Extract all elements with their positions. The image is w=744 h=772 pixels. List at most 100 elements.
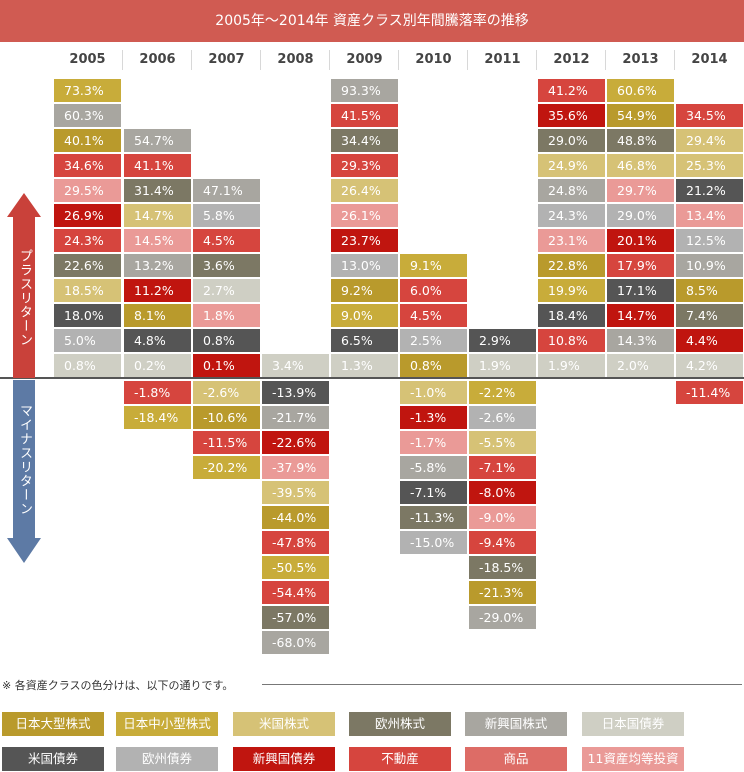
return-cell: 3.6%	[193, 254, 260, 277]
return-cell: 54.9%	[607, 104, 674, 127]
return-cell: 11.2%	[124, 279, 191, 302]
year-separator	[467, 50, 468, 70]
return-cell: 10.8%	[538, 329, 605, 352]
return-cell: 4.2%	[676, 354, 743, 377]
return-cell: 12.5%	[676, 229, 743, 252]
return-cell: 34.5%	[676, 104, 743, 127]
year-separator	[122, 50, 123, 70]
plus-return-label: プラスリターン	[17, 249, 32, 347]
legend-item: 不動産	[349, 747, 451, 771]
legend-item: 日本大型株式	[2, 712, 104, 736]
return-cell: 4.4%	[676, 329, 743, 352]
year-header: 2010	[415, 52, 452, 67]
return-cell: 24.3%	[538, 204, 605, 227]
return-cell: 17.9%	[607, 254, 674, 277]
year-separator	[605, 50, 606, 70]
return-cell: 60.3%	[54, 104, 121, 127]
return-cell: 10.9%	[676, 254, 743, 277]
year-separator	[191, 50, 192, 70]
return-cell: -10.6%	[193, 406, 260, 429]
return-cell: 5.8%	[193, 204, 260, 227]
return-cell: -2.2%	[469, 381, 536, 404]
return-cell: 5.0%	[54, 329, 121, 352]
return-cell: 54.7%	[124, 129, 191, 152]
return-cell: 29.5%	[54, 179, 121, 202]
legend-item: 米国株式	[233, 712, 335, 736]
return-cell: 1.3%	[331, 354, 398, 377]
legend-item: 欧州株式	[349, 712, 451, 736]
return-cell: 9.0%	[331, 304, 398, 327]
return-cell: -2.6%	[469, 406, 536, 429]
return-cell: 18.4%	[538, 304, 605, 327]
year-header: 2006	[139, 52, 176, 67]
return-cell: 47.1%	[193, 179, 260, 202]
chart-title: 2005年〜2014年 資産クラス別年間騰落率の推移	[215, 13, 529, 29]
return-cell: 6.5%	[331, 329, 398, 352]
return-cell: 48.8%	[607, 129, 674, 152]
return-cell: 9.1%	[400, 254, 467, 277]
return-cell: 29.0%	[538, 129, 605, 152]
year-separator	[536, 50, 537, 70]
return-cell: -54.4%	[262, 581, 329, 604]
return-cell: 24.9%	[538, 154, 605, 177]
return-cell: 14.3%	[607, 329, 674, 352]
return-cell: -21.3%	[469, 581, 536, 604]
return-cell: 2.0%	[607, 354, 674, 377]
legend-item: 日本国債券	[582, 712, 684, 736]
return-cell: 60.6%	[607, 79, 674, 102]
legend-note: ※ 各資産クラスの色分けは、以下の通りです。	[2, 679, 234, 692]
return-cell: -11.3%	[400, 506, 467, 529]
year-header: 2005	[69, 52, 106, 67]
return-cell: -44.0%	[262, 506, 329, 529]
return-cell: 0.2%	[124, 354, 191, 377]
year-separator	[674, 50, 675, 70]
return-cell: 46.8%	[607, 154, 674, 177]
return-cell: 6.0%	[400, 279, 467, 302]
return-cell: -5.8%	[400, 456, 467, 479]
return-cell: 0.8%	[193, 329, 260, 352]
return-cell: 0.8%	[54, 354, 121, 377]
return-cell: -7.1%	[469, 456, 536, 479]
legend-item: 新興国債券	[233, 747, 335, 771]
return-cell: 3.4%	[262, 354, 329, 377]
return-cell: 24.8%	[538, 179, 605, 202]
return-cell: 41.1%	[124, 154, 191, 177]
return-cell: -11.4%	[676, 381, 743, 404]
return-cell: 26.1%	[331, 204, 398, 227]
return-cell: -2.6%	[193, 381, 260, 404]
return-cell: -7.1%	[400, 481, 467, 504]
return-cell: 1.8%	[193, 304, 260, 327]
return-cell: -1.0%	[400, 381, 467, 404]
return-cell: 17.1%	[607, 279, 674, 302]
return-cell: 21.2%	[676, 179, 743, 202]
return-cell: -68.0%	[262, 631, 329, 654]
return-cell: 19.9%	[538, 279, 605, 302]
return-cell: 22.6%	[54, 254, 121, 277]
return-cell: -5.5%	[469, 431, 536, 454]
return-cell: 13.2%	[124, 254, 191, 277]
zero-axis-line	[0, 377, 744, 379]
legend-item: 日本中小型株式	[116, 712, 218, 736]
year-header: 2014	[691, 52, 728, 67]
return-cell: -47.8%	[262, 531, 329, 554]
return-cell: -29.0%	[469, 606, 536, 629]
year-separator	[329, 50, 330, 70]
return-cell: 23.7%	[331, 229, 398, 252]
return-cell: -13.9%	[262, 381, 329, 404]
return-cell: 34.6%	[54, 154, 121, 177]
return-cell: -9.4%	[469, 531, 536, 554]
return-cell: 25.3%	[676, 154, 743, 177]
return-cell: 9.2%	[331, 279, 398, 302]
year-header: 2011	[484, 52, 521, 67]
return-cell: 41.5%	[331, 104, 398, 127]
return-cell: -20.2%	[193, 456, 260, 479]
plus-arrow-icon	[7, 193, 41, 378]
return-cell: 29.0%	[607, 204, 674, 227]
return-cell: -8.0%	[469, 481, 536, 504]
return-cell: 24.3%	[54, 229, 121, 252]
return-cell: 18.0%	[54, 304, 121, 327]
return-cell: 13.4%	[676, 204, 743, 227]
return-cell: -9.0%	[469, 506, 536, 529]
return-cell: -11.5%	[193, 431, 260, 454]
